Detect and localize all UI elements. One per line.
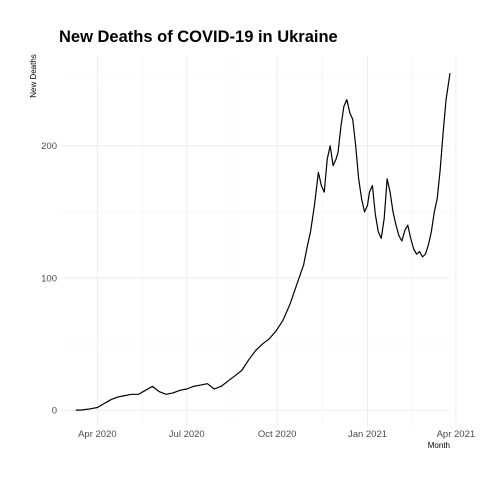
y-tick-label: 0 [52, 405, 57, 416]
y-tick-labels: 0 100 200 [41, 141, 57, 416]
x-tick-label: Jul 2020 [169, 429, 205, 440]
minor-gridlines [62, 56, 450, 426]
x-tick-label: Apr 2020 [78, 429, 117, 440]
major-gridlines [62, 56, 457, 426]
x-tick-label: Apr 2021 [437, 429, 476, 440]
chart-title: New Deaths of COVID-19 in Ukraine [59, 28, 338, 46]
y-tick-label: 100 [41, 273, 57, 284]
x-axis-title: Month [428, 441, 450, 450]
series-line [75, 73, 451, 411]
x-tick-label: Oct 2020 [258, 429, 297, 440]
x-tick-labels: Apr 2020 Jul 2020 Oct 2020 Jan 2021 Apr 2021 [78, 429, 475, 440]
y-axis-title: New Deaths [29, 54, 38, 98]
x-tick-label: Jan 2021 [348, 429, 387, 440]
series-layer [75, 73, 451, 411]
y-tick-label: 200 [41, 141, 57, 152]
